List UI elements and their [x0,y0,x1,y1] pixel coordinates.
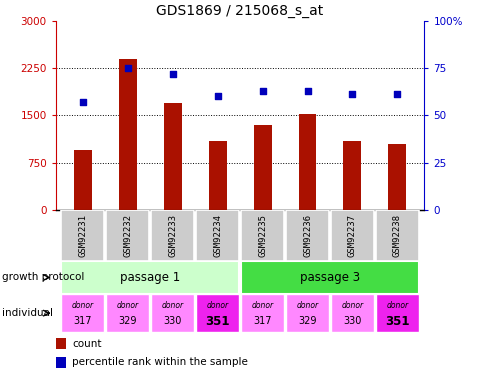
Point [348,92,356,98]
Text: GSM92238: GSM92238 [392,214,401,257]
Text: 330: 330 [343,316,361,326]
Text: GSM92237: GSM92237 [347,214,356,257]
Text: GSM92235: GSM92235 [257,214,267,257]
Text: donor: donor [296,301,318,310]
Text: 329: 329 [118,316,136,326]
Text: GSM92231: GSM92231 [78,214,87,257]
Bar [241,294,284,332]
Text: donor: donor [341,301,363,310]
Bar [61,261,239,294]
Bar [61,294,104,332]
Point [393,92,400,98]
Text: count: count [72,339,102,349]
Text: 317: 317 [253,316,271,326]
Text: passage 1: passage 1 [120,271,180,284]
Bar [241,210,284,261]
Bar [196,210,239,261]
Text: passage 3: passage 3 [299,271,359,284]
Text: 329: 329 [298,316,316,326]
Bar [343,141,361,210]
Text: GSM92232: GSM92232 [123,214,132,257]
Point [79,99,87,105]
Bar [106,210,149,261]
Text: individual: individual [2,308,53,318]
Bar [61,210,104,261]
Point [213,93,221,99]
Text: 330: 330 [163,316,182,326]
Text: donor: donor [116,301,138,310]
Text: GSM92234: GSM92234 [212,214,222,257]
Bar [196,294,239,332]
Text: percentile rank within the sample: percentile rank within the sample [72,357,248,368]
Bar [375,294,418,332]
Text: donor: donor [72,301,93,310]
Title: GDS1869 / 215068_s_at: GDS1869 / 215068_s_at [156,4,323,18]
Bar [106,294,149,332]
Text: 351: 351 [384,315,409,328]
Bar [253,125,271,210]
Text: donor: donor [161,301,183,310]
Bar [208,141,226,210]
Text: donor: donor [386,301,408,310]
Bar [241,261,418,294]
Bar [286,294,329,332]
Text: GSM92236: GSM92236 [302,214,311,257]
Point [168,70,176,76]
Bar [119,58,136,210]
Text: 317: 317 [74,316,92,326]
Bar [298,114,316,210]
Point [303,88,311,94]
Point [258,88,266,94]
Point [123,65,131,71]
Bar [163,103,182,210]
Bar [56,357,66,368]
Bar [330,210,373,261]
Text: growth protocol: growth protocol [2,273,85,282]
Bar [286,210,329,261]
Bar [56,338,66,349]
Bar [74,150,91,210]
Text: GSM92233: GSM92233 [168,214,177,257]
Text: donor: donor [251,301,273,310]
Text: donor: donor [206,301,228,310]
Bar [151,210,194,261]
Text: 351: 351 [205,315,229,328]
Bar [375,210,418,261]
Bar [151,294,194,332]
Bar [388,144,406,210]
Bar [330,294,373,332]
